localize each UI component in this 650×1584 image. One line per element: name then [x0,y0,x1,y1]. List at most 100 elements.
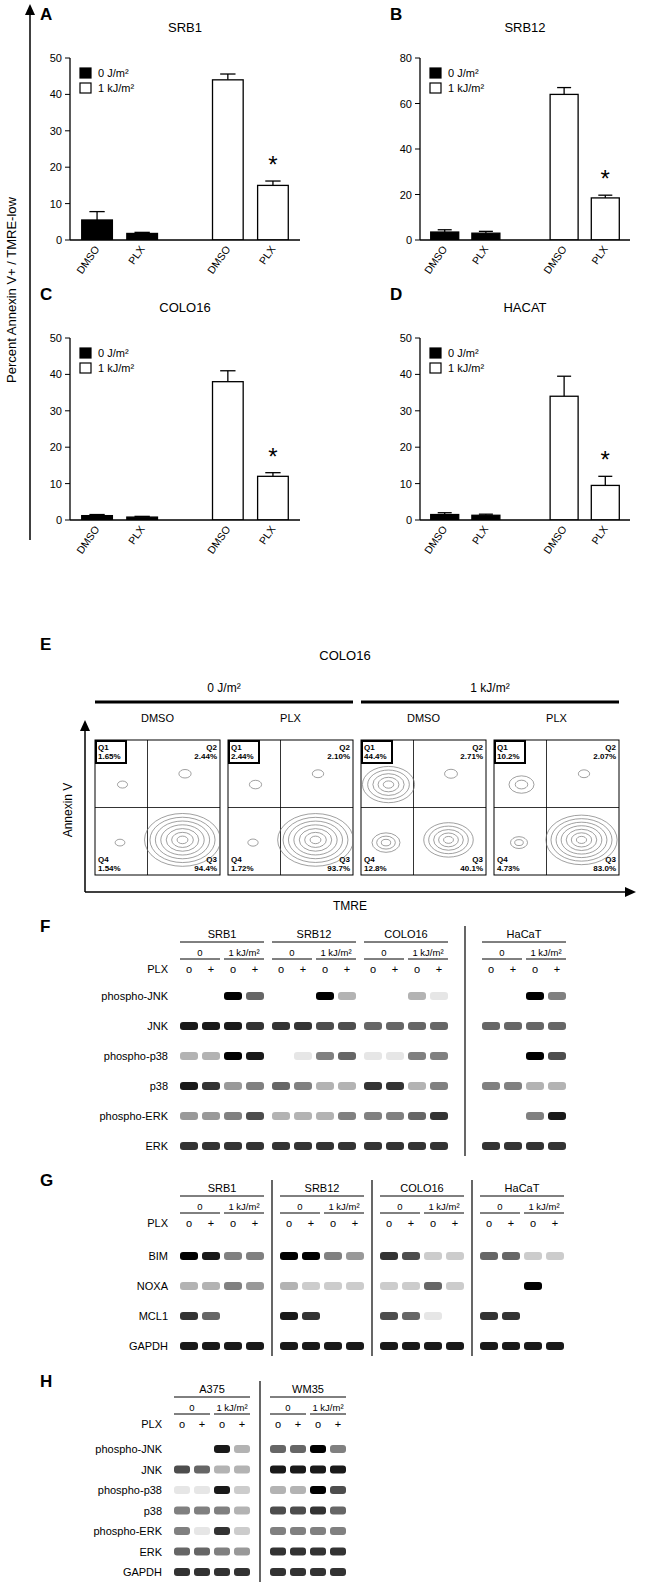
band [338,1112,356,1120]
group-underline [380,1196,464,1197]
quadrant-name: Q3 [472,855,483,864]
plot-frame [494,740,619,875]
y-tick-label: 40 [50,88,62,100]
y-tick [415,483,420,484]
band [546,1282,564,1290]
bar [431,515,459,520]
contour [373,774,404,796]
band [330,1568,346,1576]
contour [368,770,410,799]
band [482,1022,500,1030]
contour [249,780,261,788]
band [302,1282,320,1290]
x-tick-label: PLX [589,243,610,266]
q1-highlight [229,741,259,763]
band [270,1466,286,1474]
plot-frame [95,740,220,875]
band [224,992,242,1000]
band [324,1312,342,1320]
contour [566,829,597,850]
group-name: SRB1 [208,928,237,940]
band [280,1252,298,1260]
band [346,1252,364,1260]
band [504,1082,522,1090]
band [202,1252,220,1260]
group-name: SRB12 [297,928,332,940]
band [270,1527,286,1535]
band [346,1312,364,1320]
lane-symbol: + [436,963,442,975]
row-label: ERK [139,1546,162,1558]
lane-symbol: + [352,1217,358,1229]
group-name: A375 [199,1383,225,1395]
contour [312,770,323,778]
y-tick [65,520,70,521]
band [338,1082,356,1090]
band [338,992,356,1000]
band [330,1527,346,1535]
dose-label: 1 kJ/m² [528,1201,559,1212]
bar [127,233,158,240]
error-cap [598,195,612,196]
band [194,1486,210,1494]
row-label: NOXA [137,1280,169,1292]
band [224,1282,242,1290]
band [364,1052,382,1060]
band [234,1568,250,1576]
y-tick-label: 0 [56,234,62,246]
group-underline [174,1397,250,1398]
block-separator [271,1180,272,1356]
legend-label: 1 kJ/m² [448,362,484,374]
x-axis [70,239,300,240]
contour [179,770,191,778]
band [526,1022,544,1030]
treatment-label: PLX [147,1217,168,1229]
dose-label: 1 kJ/m² [228,947,259,958]
y-axis [69,58,70,240]
y-tick [65,410,70,411]
band [272,1052,290,1060]
chart-title: HACAT [503,300,546,315]
bar [82,220,113,240]
band [194,1568,210,1576]
band [482,1112,500,1120]
x-tick-label: PLX [126,243,147,266]
band [174,1527,190,1535]
band [524,1282,542,1290]
band [270,1568,286,1576]
band [246,1142,264,1150]
band [430,1142,448,1150]
band [380,1312,398,1320]
band [214,1507,230,1515]
plot-label: PLX [280,712,301,724]
band [290,1548,306,1556]
band [424,1252,442,1260]
band [224,1052,242,1060]
band [446,1252,464,1260]
lane-symbol: + [452,1217,458,1229]
contour [172,832,194,847]
y-tick-label: 50 [50,332,62,344]
plot-frame [361,740,486,875]
annotation: * [268,151,277,178]
quadrant-name: Q1 [231,743,242,752]
band [290,1568,306,1576]
quadrant-divider [95,807,220,808]
band [234,1486,250,1494]
row-label: phospho-ERK [100,1110,169,1122]
treatment-label: PLX [147,963,168,975]
legend-label: 1 kJ/m² [98,362,134,374]
lane-symbol: o [386,1217,392,1229]
band [424,1342,442,1350]
band [272,1022,290,1030]
lane-symbol: o [530,1217,536,1229]
group-underline [280,1196,364,1197]
panel-title: COLO16 [319,648,370,663]
group-name: COLO16 [384,928,427,940]
band [504,1022,522,1030]
contour [561,826,602,854]
error-cap [220,370,235,371]
band [324,1342,342,1350]
band [310,1445,326,1453]
y-tick-label: 60 [400,98,412,110]
